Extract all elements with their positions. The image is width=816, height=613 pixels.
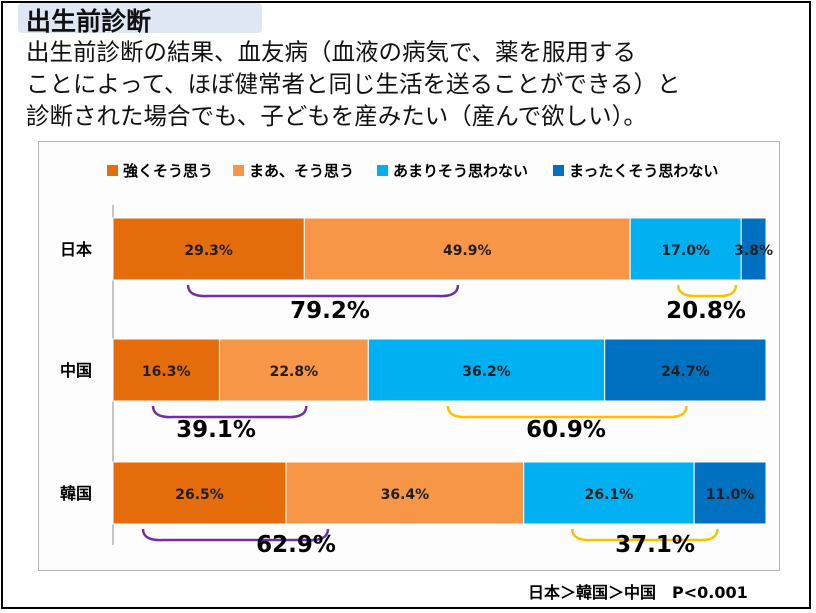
legend-swatch (107, 165, 118, 176)
data-label: 29.3% (184, 243, 233, 259)
question-line: ことによって、ほぼ健常者と同じ生活を送ることができる）と (26, 70, 681, 98)
page-title: 出生前診断 (26, 7, 152, 36)
group-total-label: 62.9% (256, 532, 336, 558)
legend-swatch (233, 165, 244, 176)
bracket (186, 284, 460, 298)
bar-segment (112, 461, 287, 525)
legend-swatch (377, 165, 388, 176)
data-label: 16.3% (142, 364, 191, 380)
bar-segment (693, 461, 767, 525)
legend-label: あまりそう思わない (393, 162, 528, 180)
group-total-label: 20.8% (666, 298, 746, 324)
legend-label: 強くそう思う (123, 162, 213, 180)
bar-segment (523, 461, 695, 525)
data-label: 17.0% (661, 243, 710, 259)
data-label: 22.8% (270, 364, 319, 380)
data-label: 3.8% (734, 243, 773, 259)
data-label: 36.2% (462, 364, 511, 380)
group-total-label: 79.2% (290, 298, 370, 324)
category-label: 韓国 (60, 484, 92, 503)
bracket (151, 405, 308, 419)
data-label: 49.9% (443, 243, 492, 259)
bar-segment (112, 217, 305, 281)
significance-footnote: 日本＞韓国＞中国 P<0.001 (528, 583, 748, 602)
data-label: 26.1% (585, 487, 634, 503)
group-total-label: 60.9% (526, 417, 606, 443)
title-box (18, 3, 262, 33)
bar-segment (740, 217, 767, 281)
data-label: 11.0% (706, 487, 755, 503)
bracket (141, 528, 330, 542)
bracket (446, 405, 688, 419)
data-label: 36.4% (381, 487, 430, 503)
data-label: 24.7% (661, 364, 710, 380)
data-label: 26.5% (175, 487, 224, 503)
bracket (570, 528, 719, 542)
bar-segment (285, 461, 525, 525)
group-total-label: 37.1% (615, 532, 695, 558)
bracket (676, 284, 738, 298)
question-line: 診断された場合でも、子どもを産みたい（産んで欲しい）。 (26, 102, 647, 130)
question-line: 出生前診断の結果、血友病（血液の病気で、薬を服用する (26, 38, 637, 66)
question-text: 出生前診断の結果、血友病（血液の病気で、薬を服用する ことによって、ほぼ健常者と… (26, 36, 746, 132)
legend-label: まあ、そう思う (249, 162, 354, 180)
bar-segment (367, 338, 606, 402)
legend-swatch (553, 165, 564, 176)
bar-segment (629, 217, 742, 281)
bar-segment (218, 338, 369, 402)
category-label: 日本 (60, 240, 92, 259)
bar-segment (604, 338, 767, 402)
category-label: 中国 (60, 361, 92, 380)
bar-segment (303, 217, 631, 281)
bar-segment (112, 338, 220, 402)
group-total-label: 39.1% (176, 417, 256, 443)
legend-label: まったくそう思わない (569, 162, 718, 180)
